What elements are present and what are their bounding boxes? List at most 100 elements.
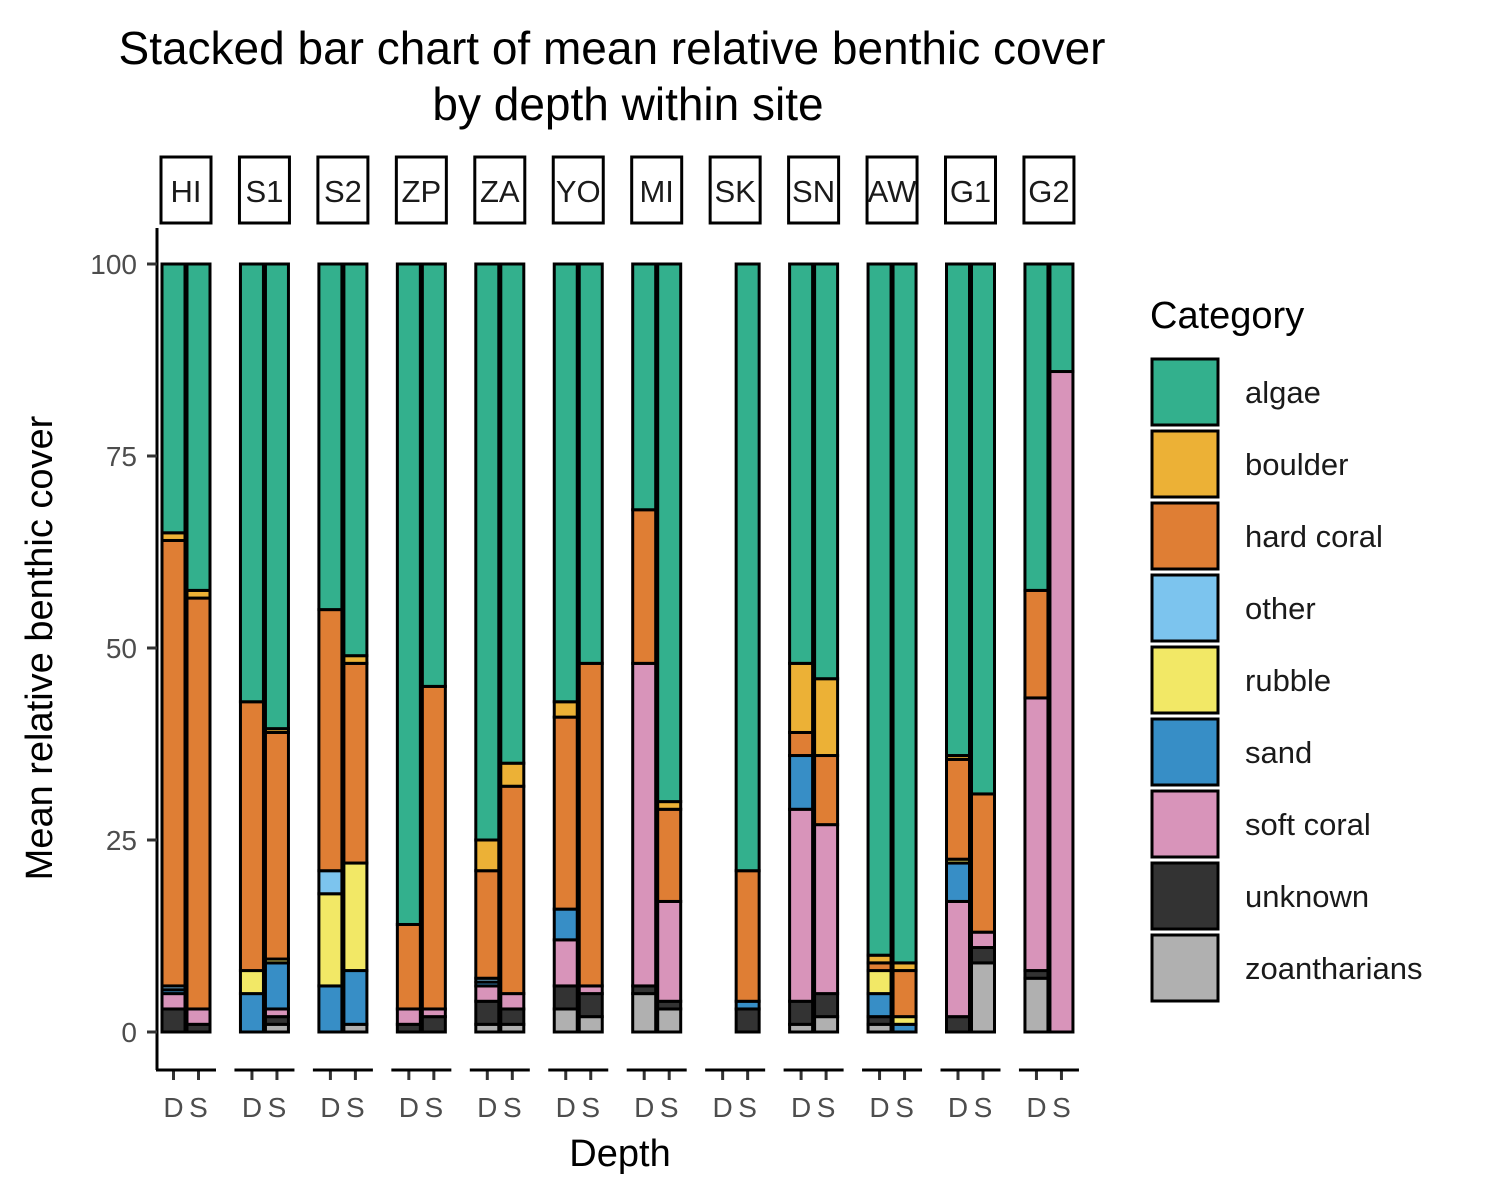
y-tick-label-50: 50	[106, 633, 137, 664]
bar-yo-S-unknown	[577, 992, 604, 1019]
strip-za	[473, 155, 527, 225]
strip-label-hi: HI	[171, 174, 202, 209]
legend-label-sand: sand	[1245, 735, 1312, 770]
bar-sn-S-soft-coral	[813, 823, 840, 996]
x-tick-label-aw-S: S	[895, 1092, 914, 1123]
bar-g1-D-sand	[945, 861, 971, 903]
legend-key-rubble	[1150, 645, 1220, 715]
x-tick-label-sn-D: D	[791, 1092, 811, 1123]
bar-s2-D-hard-coral	[317, 608, 344, 873]
bars-layer	[160, 262, 1075, 1034]
bar-sk-S-algae	[734, 262, 761, 873]
x-tick-label-za-S: S	[503, 1092, 522, 1123]
bar-yo-D-algae	[552, 262, 579, 704]
bar-s2-D-rubble	[317, 892, 344, 988]
bar-g1-D-algae	[945, 262, 971, 758]
bar-sn-D-soft-coral	[788, 807, 815, 1003]
bar-hi-D-hard-coral	[160, 538, 187, 988]
bar-hi-S-algae	[185, 262, 212, 592]
bar-s1-D-algae	[238, 262, 265, 704]
bar-s2-D-algae	[317, 262, 344, 612]
facet-strips: HI S1 S2 ZP ZA YO MI SK SN AW G1 G2	[159, 155, 1076, 225]
strip-g1	[944, 155, 997, 225]
x-tick-label-g2-D: D	[1026, 1092, 1046, 1123]
bar-yo-D-boulder	[552, 700, 579, 719]
strip-label-sk: SK	[714, 174, 756, 209]
x-tick-label-g1-D: D	[948, 1092, 968, 1123]
bar-g1-D-unknown	[945, 1015, 971, 1034]
chart-title-line2: by depth within site	[432, 78, 823, 130]
legend-key-other	[1150, 573, 1220, 643]
bar-sn-D-hard-coral	[788, 730, 815, 758]
x-tick-label-sk-D: D	[713, 1092, 733, 1123]
bar-sn-S-algae	[813, 262, 840, 681]
bar-mi-D-hard-coral	[631, 508, 658, 665]
bar-za-D-boulder	[474, 838, 501, 873]
bar-sn-D-boulder	[788, 661, 815, 734]
strip-label-g1: G1	[950, 174, 991, 209]
x-tick-label-s2-D: D	[320, 1092, 340, 1123]
x-tick-label-mi-D: D	[634, 1092, 654, 1123]
bar-sk-S-unknown	[734, 1007, 761, 1034]
legend-key-sand	[1150, 717, 1220, 787]
bar-za-S-algae	[499, 262, 526, 765]
strip-s1	[237, 155, 291, 225]
x-tick-label-hi-D: D	[163, 1092, 183, 1123]
legend-title: Category	[1150, 295, 1304, 337]
bar-yo-D-unknown	[552, 984, 579, 1011]
legend-label-algae: algae	[1245, 375, 1321, 410]
bar-za-D-soft-coral	[474, 984, 501, 1003]
bar-mi-S-algae	[656, 262, 683, 804]
bar-za-S-soft-coral	[499, 992, 526, 1011]
x-tick-label-zp-D: D	[399, 1092, 419, 1123]
x-tick-label-s2-S: S	[346, 1092, 365, 1123]
bar-g2-S-soft-coral	[1048, 370, 1075, 1034]
bar-g1-D-hard-coral	[945, 757, 971, 861]
strip-yo	[551, 155, 605, 225]
x-tick-label-zp-S: S	[425, 1092, 444, 1123]
bar-sn-D-algae	[788, 262, 815, 665]
bar-s2-D-other	[317, 869, 344, 896]
strip-sk	[708, 155, 762, 225]
x-tick-label-s1-D: D	[242, 1092, 262, 1123]
strip-zp	[394, 155, 448, 225]
x-tick-label-aw-D: D	[869, 1092, 889, 1123]
x-axis-title: Depth	[569, 1133, 670, 1175]
strip-g2	[1022, 155, 1076, 225]
strip-hi	[159, 155, 213, 225]
bar-aw-D-algae	[866, 262, 893, 957]
legend-key-boulder	[1150, 429, 1220, 499]
bar-s1-D-sand	[238, 992, 265, 1034]
bar-aw-D-rubble	[866, 969, 893, 996]
legend-key-zoantharians	[1150, 933, 1220, 1003]
strip-label-g2: G2	[1028, 174, 1069, 209]
bar-zp-D-hard-coral	[395, 922, 422, 1011]
bar-sn-D-sand	[788, 754, 815, 811]
bar-za-S-unknown	[499, 1007, 526, 1026]
strip-label-s2: S2	[324, 174, 362, 209]
bar-za-S-hard-coral	[499, 784, 526, 996]
bar-aw-S-algae	[891, 262, 918, 965]
bar-yo-S-zoantharians	[577, 1015, 604, 1034]
legend-key-unknown	[1150, 861, 1220, 931]
bar-sn-S-unknown	[813, 992, 840, 1019]
bar-yo-S-hard-coral	[577, 661, 604, 988]
bar-yo-D-soft-coral	[552, 938, 579, 988]
bar-zp-S-unknown	[420, 1015, 447, 1034]
bar-s2-S-hard-coral	[342, 661, 369, 865]
x-tick-label-s1-S: S	[268, 1092, 287, 1123]
legend: Category algae boulder hard coral other rubb…	[1150, 295, 1423, 1003]
strip-s2	[316, 155, 370, 225]
bar-s1-D-hard-coral	[238, 700, 265, 973]
bar-aw-D-sand	[866, 992, 893, 1019]
x-tick-label-yo-D: D	[556, 1092, 576, 1123]
legend-label-unknown: unknown	[1245, 879, 1369, 914]
bar-sn-S-boulder	[813, 677, 840, 758]
bar-hi-D-soft-coral	[160, 992, 187, 1011]
legend-label-boulder: boulder	[1245, 447, 1348, 482]
bar-mi-D-soft-coral	[631, 661, 658, 988]
bar-s1-S-algae	[263, 262, 290, 731]
strip-label-yo: YO	[556, 174, 601, 209]
